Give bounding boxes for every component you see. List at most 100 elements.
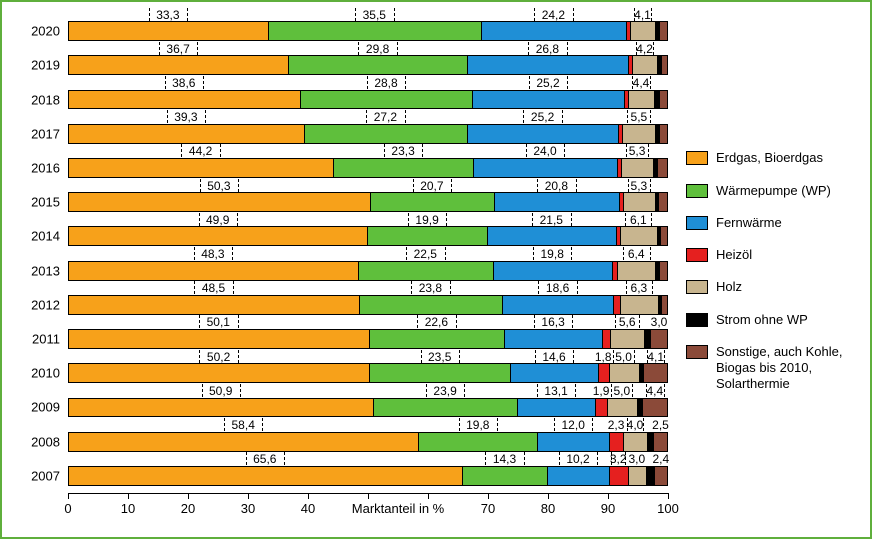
stacked-bar	[68, 158, 668, 178]
stacked-bar	[68, 295, 668, 315]
label-dashed-sep	[181, 144, 182, 157]
label-dashed-sep	[497, 418, 498, 431]
label-dashed-sep	[149, 8, 150, 21]
segment-value-label: 21,5	[540, 213, 563, 227]
bar-segment-fern	[537, 433, 609, 451]
bar-label-row: 39,327,225,25,5	[68, 110, 668, 123]
bar-row: 2019	[68, 55, 668, 75]
label-dashed-sep	[167, 110, 168, 123]
bar-segment-erdgas	[68, 433, 418, 451]
segment-value-label: 26,8	[536, 42, 559, 56]
label-dashed-sep	[567, 76, 568, 89]
label-dashed-sep	[523, 110, 524, 123]
label-dashed-sep	[648, 144, 649, 157]
bar-segment-fern	[493, 262, 612, 280]
bar-segment-holz	[620, 227, 657, 245]
segment-value-label: 33,3	[156, 8, 179, 22]
segment-value-label: 6,1	[630, 213, 647, 227]
x-axis-label: Marktanteil in %	[352, 501, 444, 516]
bar-label-row: 33,335,524,24,1	[68, 8, 668, 21]
segment-value-label: 25,2	[536, 76, 559, 90]
bar-label-row: 50,320,720,85,3	[68, 179, 668, 192]
x-tick	[128, 493, 129, 499]
bar-row: 2008	[68, 432, 668, 452]
x-tick	[488, 493, 489, 499]
segment-value-label: 23,5	[428, 350, 451, 364]
bar-segment-sonst	[657, 159, 668, 177]
segment-value-label: 39,3	[174, 110, 197, 124]
segment-value-label: 2,5	[652, 418, 669, 432]
bar-segment-sonst	[659, 262, 668, 280]
label-dashed-sep	[240, 384, 241, 397]
segment-value-label: 13,1	[544, 384, 567, 398]
bar-row: 2013	[68, 261, 668, 281]
bar-segment-holz	[620, 296, 658, 314]
label-dashed-sep	[200, 179, 201, 192]
label-dashed-sep	[611, 452, 612, 465]
segment-value-label: 48,3	[201, 247, 224, 261]
label-dashed-sep	[446, 213, 447, 226]
legend-swatch	[686, 280, 708, 294]
label-dashed-sep	[534, 8, 535, 21]
label-dashed-sep	[366, 110, 367, 123]
label-dashed-sep	[628, 179, 629, 192]
bar-segment-wp	[304, 125, 467, 143]
label-dashed-sep	[576, 179, 577, 192]
bar-segment-fern	[487, 227, 616, 245]
segment-value-label: 27,2	[374, 110, 397, 124]
label-dashed-sep	[575, 384, 576, 397]
label-dashed-sep	[573, 8, 574, 21]
segment-value-label: 65,6	[253, 452, 276, 466]
label-dashed-sep	[246, 452, 247, 465]
stacked-bar	[68, 363, 668, 383]
chart-frame: 33,335,524,24,1202036,729,826,84,2201938…	[0, 0, 872, 539]
stacked-bar	[68, 466, 668, 486]
label-dashed-sep	[639, 315, 640, 328]
label-dashed-sep	[529, 76, 530, 89]
label-dashed-sep	[611, 384, 612, 397]
legend-item-wp: Wärmepumpe (WP)	[686, 183, 854, 199]
bar-row: 2018	[68, 90, 668, 110]
bar-segment-erdgas	[68, 364, 369, 382]
stacked-bar	[68, 226, 668, 246]
label-dashed-sep	[232, 247, 233, 260]
bar-segment-wp	[370, 193, 494, 211]
bar-segment-wp	[300, 91, 473, 109]
year-label: 2010	[18, 366, 60, 381]
label-dashed-sep	[613, 350, 614, 363]
label-dashed-sep	[205, 110, 206, 123]
label-dashed-sep	[459, 350, 460, 363]
x-tick-label: 40	[301, 501, 315, 516]
bar-label-row: 50,122,616,35,63,0	[68, 315, 668, 328]
label-dashed-sep	[526, 144, 527, 157]
label-dashed-sep	[537, 384, 538, 397]
label-dashed-sep	[627, 418, 628, 431]
label-dashed-sep	[538, 281, 539, 294]
segment-value-label: 38,6	[172, 76, 195, 90]
legend-label: Sonstige, auch Kohle, Biogas bis 2010, S…	[716, 344, 854, 393]
label-dashed-sep	[202, 384, 203, 397]
label-dashed-sep	[533, 247, 534, 260]
legend-swatch	[686, 248, 708, 262]
bar-segment-sonst	[653, 433, 668, 451]
bar-row: 2020	[68, 21, 668, 41]
bar-segment-sonst	[654, 467, 668, 485]
label-dashed-sep	[394, 8, 395, 21]
label-dashed-sep	[528, 42, 529, 55]
legend-item-erdgas: Erdgas, Bioerdgas	[686, 150, 854, 166]
x-tick-label: 20	[181, 501, 195, 516]
label-dashed-sep	[643, 418, 644, 431]
x-tick-label: 30	[241, 501, 255, 516]
bar-segment-holz	[632, 56, 657, 74]
bar-segment-erdgas	[68, 262, 358, 280]
year-label: 2014	[18, 229, 60, 244]
segment-value-label: 24,0	[533, 144, 556, 158]
stacked-bar	[68, 329, 668, 349]
bar-segment-fern	[504, 330, 602, 348]
label-dashed-sep	[262, 418, 263, 431]
label-dashed-sep	[573, 350, 574, 363]
bar-segment-wp	[333, 159, 473, 177]
label-dashed-sep	[197, 42, 198, 55]
label-dashed-sep	[627, 110, 628, 123]
label-dashed-sep	[406, 247, 407, 260]
